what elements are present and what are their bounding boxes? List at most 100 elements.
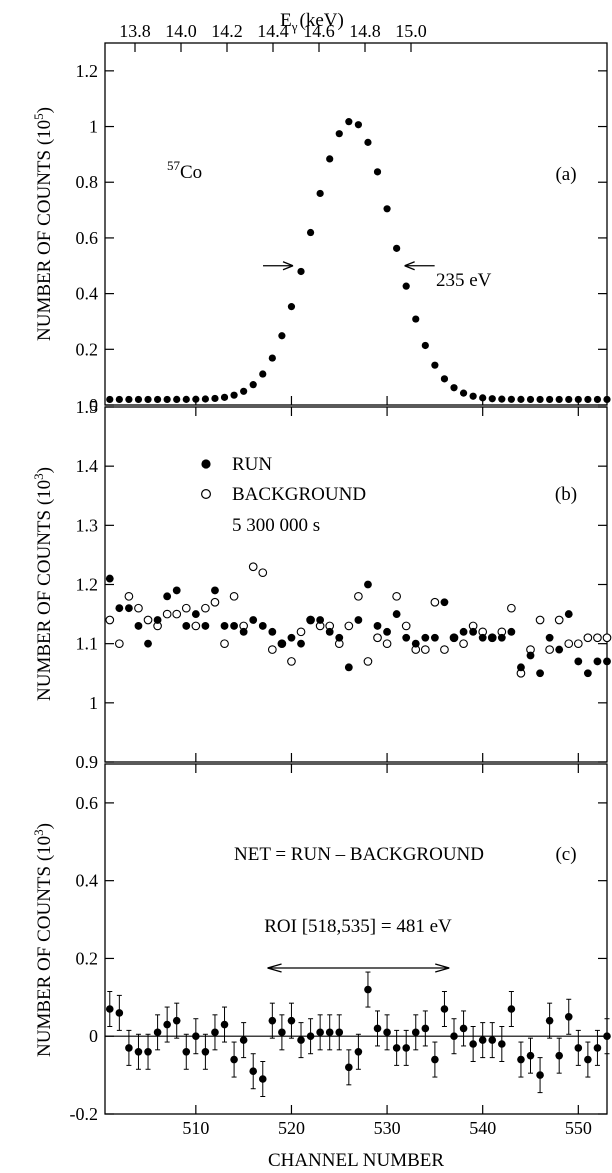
net-point	[325, 1028, 334, 1037]
net-point	[134, 1047, 143, 1056]
spectrum-point	[335, 130, 343, 138]
net-point	[517, 1055, 525, 1064]
run-point	[526, 651, 535, 660]
run-point	[545, 633, 554, 642]
net-equation: NET = RUN – BACKGROUND	[234, 844, 484, 865]
background-point	[162, 609, 172, 619]
x-tick-label: 540	[469, 1118, 496, 1138]
run-point	[583, 669, 592, 678]
net-point	[450, 1032, 458, 1041]
spectrum-point	[144, 395, 152, 404]
run-point	[517, 663, 525, 672]
background-point	[373, 633, 382, 643]
net-point	[297, 1036, 305, 1044]
net-point	[459, 1024, 468, 1033]
y-tick-label: 1.3	[76, 515, 99, 535]
spectrum-point	[440, 375, 449, 383]
run-point	[163, 592, 172, 601]
spectrum-point	[278, 332, 286, 340]
net-point	[478, 1036, 487, 1044]
background-point	[363, 657, 373, 666]
run-point	[411, 639, 420, 648]
run-point	[115, 604, 124, 613]
panel-a-frame	[104, 42, 608, 406]
run-point	[593, 657, 602, 666]
background-point	[258, 568, 268, 578]
y-tick-label: 0.2	[76, 948, 99, 968]
background-point	[229, 591, 239, 601]
run-point	[354, 616, 363, 624]
run-point	[316, 616, 325, 624]
background-point	[554, 615, 564, 625]
net-point	[287, 1016, 296, 1025]
spectrum-point	[488, 395, 496, 403]
run-point	[440, 598, 449, 607]
top-tick-label: 14.0	[165, 21, 197, 41]
y-tick-label: 1.2	[76, 61, 99, 81]
net-point	[335, 1028, 344, 1037]
run-point	[144, 639, 152, 648]
spectrum-point	[153, 395, 162, 404]
background-point	[430, 597, 440, 607]
spectrum-point	[240, 387, 248, 395]
run-point	[268, 627, 277, 636]
spectrum-point	[259, 370, 267, 378]
background-point	[296, 627, 306, 637]
background-point	[143, 615, 153, 625]
spectrum-point	[220, 393, 229, 401]
run-point	[220, 622, 229, 630]
y-tick-label: 0	[89, 395, 98, 415]
run-point	[344, 663, 353, 672]
spectrum-point	[373, 168, 382, 176]
panel-b-frame	[104, 406, 608, 763]
run-point	[239, 627, 248, 636]
y-tick-label: 1.2	[76, 575, 99, 595]
spectrum-point	[192, 395, 200, 403]
background-point	[210, 597, 220, 607]
panel-b-y-ticks: 0.9 1 1.1 1.2 1.3 1.4 1.5	[76, 397, 607, 772]
net-point	[230, 1055, 238, 1064]
background-point	[172, 609, 182, 619]
run-point	[335, 633, 344, 642]
top-tick-label: 14.2	[211, 21, 243, 41]
top-axis-title: Eγ (keV)	[280, 10, 344, 34]
run-point	[153, 616, 162, 624]
run-point	[450, 633, 458, 642]
run-point	[134, 622, 143, 630]
net-point	[574, 1044, 583, 1052]
net-point	[402, 1044, 411, 1052]
net-point	[469, 1040, 477, 1048]
net-point	[220, 1020, 229, 1029]
run-point	[507, 627, 516, 636]
y-tick-label: 0.2	[76, 339, 99, 359]
fwhm-arrow-right-head	[404, 261, 415, 271]
net-point	[354, 1047, 363, 1056]
net-point	[555, 1051, 563, 1060]
exposure-time: 5 300 000 s	[232, 515, 320, 536]
run-point	[392, 610, 401, 618]
panel-b-x-ticks	[195, 407, 579, 762]
background-point	[344, 621, 354, 631]
run-point	[459, 627, 468, 636]
panel-a-letter: (a)	[555, 164, 576, 185]
x-axis-title: CHANNEL NUMBER	[268, 1150, 444, 1171]
run-point	[230, 622, 238, 630]
spectrum-point	[507, 395, 515, 403]
spectrum-point	[211, 394, 219, 403]
net-point	[373, 1024, 382, 1033]
x-tick-label: 530	[374, 1118, 401, 1138]
spectrum-point	[106, 395, 114, 404]
spectrum-point	[268, 354, 276, 362]
background-point	[583, 633, 593, 643]
net-point	[488, 1036, 497, 1044]
net-point	[564, 1012, 573, 1021]
y-tick-label: 0.4	[76, 871, 99, 891]
net-point	[345, 1063, 353, 1072]
panel-c-frame	[104, 763, 608, 1115]
y-tick-label: 0.9	[76, 752, 99, 772]
net-point	[258, 1075, 267, 1083]
run-point	[182, 622, 191, 630]
background-point	[181, 603, 191, 613]
panel-b-run-background: 0.9 1 1.1 1.2 1.3 1.4 1.5 RUN BACKGROUND 5 300…	[31, 397, 612, 772]
net-point	[125, 1044, 133, 1052]
